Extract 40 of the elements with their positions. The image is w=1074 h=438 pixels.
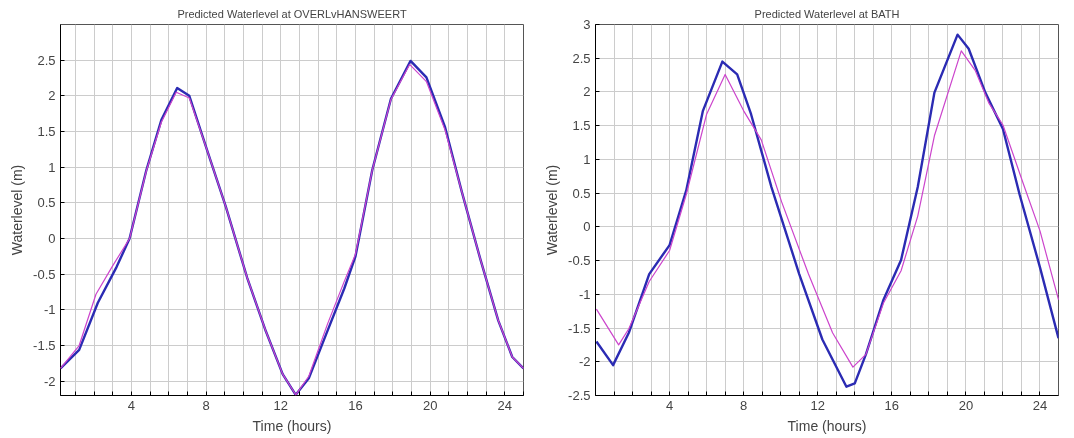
y-tick-label: 2.5 <box>37 52 56 68</box>
y-tick-label: 2 <box>48 88 56 104</box>
x-tick-label: 16 <box>884 397 900 413</box>
x-axis-title: Time (hours) <box>252 417 332 434</box>
x-tick-label: 8 <box>202 397 210 413</box>
chart-title: Predicted Waterlevel at OVERLvHANSWEERT <box>177 7 407 20</box>
x-tick-label: 24 <box>497 397 513 413</box>
x-tick-label: 12 <box>273 397 289 413</box>
y-tick-label: -1.5 <box>568 320 591 336</box>
y-tick-label: 0.5 <box>37 195 56 211</box>
y-tick-label: -2 <box>578 354 591 370</box>
y-tick-label: 0.5 <box>572 185 591 201</box>
x-tick-label: 24 <box>1032 397 1048 413</box>
y-tick-label: 2.5 <box>572 50 591 66</box>
y-axis-title: Waterlevel (m) <box>9 164 26 256</box>
x-tick-label: 20 <box>422 397 438 413</box>
y-tick-label: 0 <box>48 231 56 247</box>
y-tick-label: 1.5 <box>37 124 56 140</box>
chart-title: Predicted Waterlevel at BATH <box>754 7 900 20</box>
x-tick-label: 4 <box>127 397 136 413</box>
y-tick-label: 0 <box>583 219 591 235</box>
y-tick-label: 3 <box>583 17 591 32</box>
y-tick-label: -0.5 <box>568 253 591 269</box>
y-tick-label: 1 <box>583 151 591 167</box>
y-tick-label: -0.5 <box>33 266 56 282</box>
y-tick-label: 1 <box>48 159 56 175</box>
x-tick-label: 20 <box>958 397 974 413</box>
x-axis-title: Time (hours) <box>787 417 867 434</box>
y-tick-label: -1 <box>578 286 591 302</box>
y-tick-label: 1.5 <box>572 118 591 134</box>
y-tick-label: -1.5 <box>33 338 56 354</box>
x-tick-label: 16 <box>348 397 363 413</box>
x-tick-label: 12 <box>810 397 825 413</box>
y-axis-title: Waterlevel (m) <box>544 164 561 256</box>
x-tick-label: 8 <box>740 397 748 413</box>
y-tick-label: -2 <box>43 373 56 389</box>
y-tick-label: 2 <box>583 84 591 100</box>
y-tick-label: -2.5 <box>568 388 591 403</box>
x-tick-label: 4 <box>665 397 674 413</box>
y-tick-label: -1 <box>43 302 56 318</box>
